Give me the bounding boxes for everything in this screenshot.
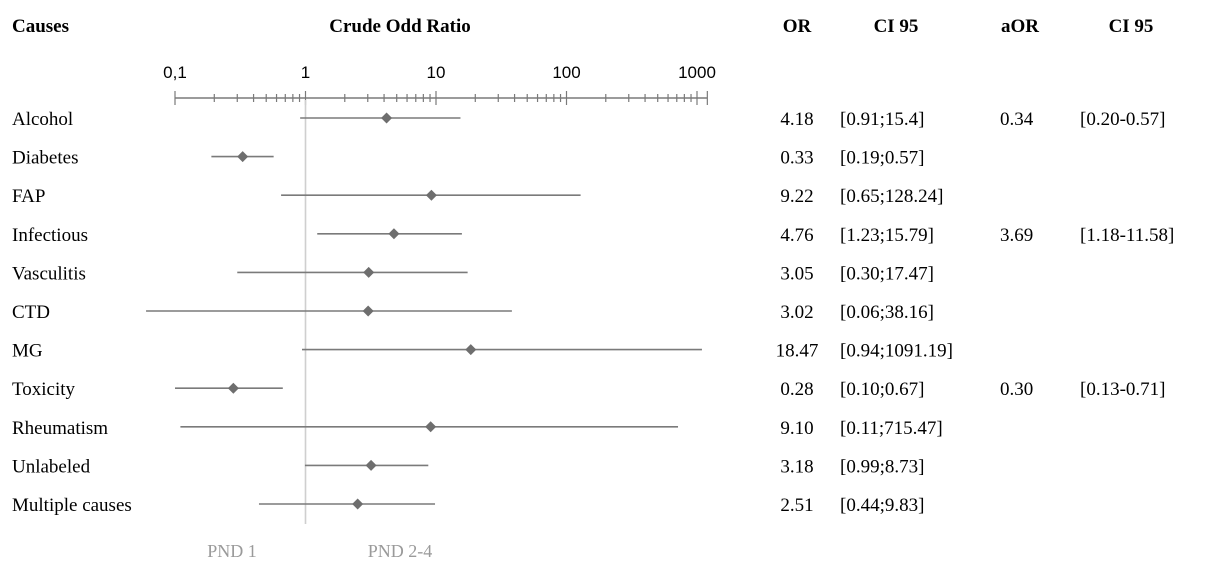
chart-title: Crude Odd Ratio [329, 16, 470, 37]
cause-label: Infectious [12, 225, 88, 246]
ci95-value: [0.06;38.16] [840, 302, 934, 323]
aor-value: 0.34 [1000, 109, 1034, 130]
or-value: 0.33 [780, 148, 813, 169]
or-value: 4.76 [780, 225, 813, 246]
or-value: 3.18 [780, 456, 813, 477]
or-value: 18.47 [776, 341, 819, 362]
ci95-value: [0.10;0.67] [840, 379, 924, 400]
ci95-value: [0.65;128.24] [840, 186, 943, 207]
or-value: 3.05 [780, 263, 813, 284]
ci95-value: [0.91;15.4] [840, 109, 924, 130]
forest-row: Vasculitis 3.05 [0.30;17.47] [12, 263, 934, 284]
x-tick-label: 100 [552, 63, 580, 82]
or-point-marker [425, 189, 437, 201]
x-tick-label: 1 [301, 63, 310, 82]
aor-value: 0.30 [1000, 379, 1033, 400]
header-ci95: CI 95 [874, 16, 919, 37]
or-point-marker [381, 112, 393, 124]
forest-row: Alcohol 4.18 [0.91;15.4] 0.34 [0.20-0.57] [12, 109, 1165, 130]
adjusted-ci95-value: [1.18-11.58] [1080, 225, 1174, 246]
ci95-value: [0.99;8.73] [840, 456, 924, 477]
or-point-marker [465, 344, 477, 356]
x-tick-label: 0,1 [163, 63, 187, 82]
ci95-value: [0.19;0.57] [840, 148, 924, 169]
forest-row: CTD 3.02 [0.06;38.16] [12, 302, 934, 323]
or-value: 3.02 [780, 302, 813, 323]
forest-rows: Alcohol 4.18 [0.91;15.4] 0.34 [0.20-0.57] Dia… [12, 109, 1174, 516]
ci95-value: [0.11;715.47] [840, 418, 943, 439]
or-point-marker [425, 421, 437, 433]
forest-row: Infectious 4.76 [1.23;15.79] 3.69 [1.18-11.5… [12, 225, 1174, 246]
or-point-marker [362, 305, 374, 317]
or-value: 9.10 [780, 418, 813, 439]
or-point-marker [237, 151, 249, 163]
cause-label: MG [12, 341, 43, 362]
header-aor: aOR [1001, 16, 1039, 37]
footer-label: PND 1 [207, 541, 257, 561]
ci95-value: [0.94;1091.19] [840, 341, 953, 362]
footer-label: PND 2-4 [368, 541, 433, 561]
cause-label: Unlabeled [12, 456, 91, 477]
or-value: 2.51 [780, 495, 813, 516]
cause-label: CTD [12, 302, 50, 323]
adjusted-ci95-value: [0.13-0.71] [1080, 379, 1165, 400]
forest-row: Multiple causes 2.51 [0.44;9.83] [12, 495, 924, 516]
x-axis: 0,1 1 10 100 1000 [163, 63, 716, 105]
or-point-marker [363, 266, 375, 278]
forest-row: Diabetes 0.33 [0.19;0.57] [12, 148, 924, 169]
forest-row: Rheumatism 9.10 [0.11;715.47] [12, 418, 943, 439]
header-adjusted-ci95: CI 95 [1109, 16, 1154, 37]
cause-label: Multiple causes [12, 495, 132, 516]
or-point-marker [365, 459, 377, 471]
or-point-marker [227, 382, 239, 394]
or-point-marker [352, 498, 364, 510]
forest-row: Unlabeled 3.18 [0.99;8.73] [12, 456, 924, 477]
or-value: 4.18 [780, 109, 813, 130]
header-causes: Causes [12, 16, 69, 37]
ci95-value: [1.23;15.79] [840, 225, 934, 246]
footer-labels: PND 1 PND 2-4 [207, 541, 432, 561]
forest-row: MG 18.47 [0.94;1091.19] [12, 341, 953, 362]
cause-label: Alcohol [12, 109, 73, 130]
aor-value: 3.69 [1000, 225, 1033, 246]
cause-label: Rheumatism [12, 418, 108, 439]
header-or: OR [783, 16, 812, 37]
ci95-value: [0.44;9.83] [840, 495, 924, 516]
cause-label: Vasculitis [12, 263, 86, 284]
or-point-marker [388, 228, 400, 240]
or-value: 0.28 [780, 379, 813, 400]
adjusted-ci95-value: [0.20-0.57] [1080, 109, 1165, 130]
forest-row: FAP 9.22 [0.65;128.24] [12, 186, 943, 207]
cause-label: FAP [12, 186, 45, 207]
x-tick-label: 10 [427, 63, 446, 82]
cause-label: Diabetes [12, 148, 78, 169]
ci95-value: [0.30;17.47] [840, 263, 934, 284]
or-value: 9.22 [780, 186, 813, 207]
x-tick-label: 1000 [678, 63, 716, 82]
cause-label: Toxicity [12, 379, 76, 400]
forest-row: Toxicity 0.28 [0.10;0.67] 0.30 [0.13-0.71] [12, 379, 1165, 400]
